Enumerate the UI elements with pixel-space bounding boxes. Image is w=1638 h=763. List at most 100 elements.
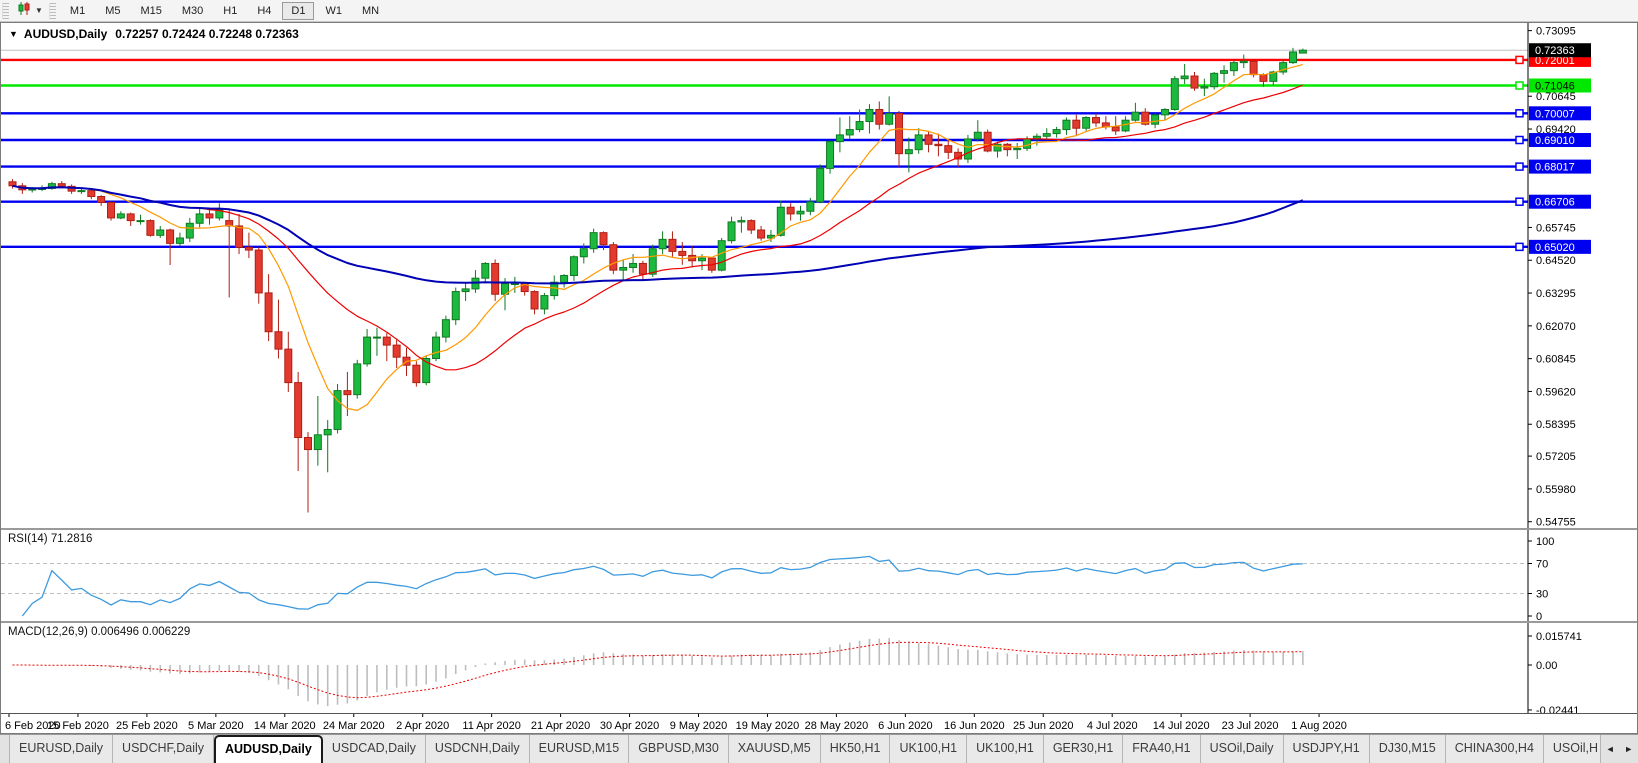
candle-body <box>1023 138 1032 149</box>
candle-body <box>983 131 992 152</box>
level-line-marker[interactable] <box>1515 197 1524 206</box>
chart-tab-uk100-h1[interactable]: UK100,H1 <box>967 735 1044 763</box>
chart-tab-bar: EURUSD,Daily USDCHF,Daily AUDUSD,Daily USDC… <box>0 734 1638 763</box>
level-price-label: 0.70007 <box>1535 108 1575 120</box>
candle-body <box>1259 74 1268 82</box>
timeframe-button-m1[interactable]: M1 <box>69 4 86 17</box>
chart-tab-eurusd-daily[interactable]: EURUSD,Daily <box>10 735 114 763</box>
level-line-marker[interactable] <box>1515 81 1524 90</box>
candle-body <box>806 201 815 212</box>
candle-body <box>678 250 687 256</box>
rsi-canvas[interactable]: 100 70 30 0 <box>1 530 1637 621</box>
candle-body <box>1289 51 1297 64</box>
timeframe-button-h4[interactable]: H4 <box>257 4 272 17</box>
macd-histogram <box>21 638 1304 707</box>
candle-body <box>77 190 86 193</box>
candle-body <box>1151 114 1160 125</box>
candle-body <box>264 292 273 333</box>
price-tick-label: 0.62070 <box>1536 321 1576 333</box>
candle-body <box>284 348 293 384</box>
chart-tab-dj30-m15[interactable]: DJ30,M15 <box>1369 735 1446 763</box>
chart-tab-fra40-h1[interactable]: FRA40,H1 <box>1123 735 1201 763</box>
chart-tab-usdcad-daily[interactable]: USDCAD,Daily <box>322 735 426 763</box>
date-tick-label: 11 Apr 2020 <box>462 720 521 732</box>
chart-tab-eurusd-m15[interactable]: EURUSD,M15 <box>529 735 630 763</box>
toolbar-grip[interactable] <box>2 2 9 19</box>
chart-tab-usdchf-daily[interactable]: USDCHF,Daily <box>113 735 214 763</box>
chart-tab-gbpusd-m30[interactable]: GBPUSD,M30 <box>629 735 729 763</box>
chart-tab-audusd-daily[interactable]: AUDUSD,Daily <box>214 735 323 763</box>
candle-body <box>451 291 460 321</box>
candle-body <box>560 275 569 283</box>
scroll-right-icon[interactable]: ► <box>1624 744 1634 754</box>
candle-body <box>1131 111 1140 121</box>
chart-tab-china300-h4[interactable]: CHINA300,H4 <box>1445 735 1544 763</box>
macd-signal-line <box>12 641 1303 699</box>
ohlc-values: 0.72257 0.72424 0.72248 0.72363 <box>115 27 299 41</box>
timeframe-button-d1[interactable]: D1 <box>282 1 315 20</box>
price-tick-label: 0.70645 <box>1536 91 1576 103</box>
timeframe-button-m30[interactable]: M30 <box>181 4 204 17</box>
date-tick-label: 6 Jun 2020 <box>878 720 932 732</box>
candle-body <box>648 248 657 275</box>
candle-body <box>432 336 441 360</box>
chart-tab-ger30-h1[interactable]: GER30,H1 <box>1043 735 1124 763</box>
scroll-left-icon[interactable]: ◄ <box>1605 744 1615 754</box>
date-tick-label: 1 Aug 2020 <box>1291 720 1347 732</box>
timeframe-button-m15[interactable]: M15 <box>140 4 162 17</box>
candle-body <box>195 213 204 224</box>
candle-body <box>215 209 224 219</box>
timeframe-button-h1[interactable]: H1 <box>223 4 238 17</box>
candle-body <box>294 382 303 438</box>
level-price-label: 0.71046 <box>1535 80 1575 92</box>
candle-body <box>993 143 1002 152</box>
candle-body <box>412 364 421 384</box>
chart-tab-xauusd-m5[interactable]: XAUUSD,M5 <box>728 735 821 763</box>
timeframe-button-m5[interactable]: M5 <box>105 4 121 17</box>
candle-body <box>589 232 598 250</box>
candle-body <box>47 183 56 189</box>
date-axis[interactable]: 6 Feb 2020 15 Feb 2020 25 Feb 2020 5 Mar 20… <box>1 713 1637 733</box>
macd-pane[interactable]: MACD(12,26,9) 0.006496 0.006229 0.015741… <box>1 621 1637 713</box>
date-tick-label: 9 May 2020 <box>670 720 727 732</box>
candle-body <box>254 249 263 294</box>
date-tick-label: 25 Jun 2020 <box>1013 720 1074 732</box>
rsi-pane[interactable]: RSI(14) 71.2816 100 70 30 0 <box>1 528 1637 621</box>
chart-tab-usoil-daily[interactable]: USOil,Daily <box>1200 735 1284 763</box>
date-tick-label: 28 May 2020 <box>805 720 869 732</box>
price-chart-canvas[interactable]: 0.730950.706450.694200.657450.645200.632… <box>1 23 1637 528</box>
timeframe-button-w1[interactable]: W1 <box>325 4 342 17</box>
price-axis-ticks[interactable]: 0.730950.706450.694200.657450.645200.632… <box>1528 26 1576 528</box>
macd-label: MACD(12,26,9) 0.006496 0.006229 <box>8 626 191 638</box>
candle-body <box>146 220 155 236</box>
toolbar-grip[interactable] <box>48 2 56 19</box>
candle-body <box>973 131 982 140</box>
chart-tab-uk100-h1[interactable]: UK100,H1 <box>890 735 968 763</box>
macd-canvas[interactable]: 0.015741 0.00 -0.02441 <box>1 623 1637 713</box>
timeframe-toolbar: ▼ M1 M5 M15 M30 H1 H4 D1 W1 MN <box>0 0 1638 22</box>
chart-tab-hk50-h1[interactable]: HK50,H1 <box>820 735 891 763</box>
candle-body <box>1013 147 1022 151</box>
timeframe-button-mn[interactable]: MN <box>361 4 380 17</box>
level-line-marker[interactable] <box>1515 55 1524 65</box>
chart-tab-usdjpy-h1[interactable]: USDJPY,H1 <box>1283 735 1370 763</box>
chart-tab-usoil-h[interactable]: USOil,H <box>1543 735 1600 763</box>
candle-body <box>1121 119 1130 132</box>
candle-body <box>422 358 431 384</box>
candle-body <box>491 262 500 295</box>
level-line-marker[interactable] <box>1515 242 1524 252</box>
chart-tab-usdcnh-daily[interactable]: USDCNH,Daily <box>425 735 530 763</box>
triangle-down-icon[interactable]: ▼ <box>9 29 18 39</box>
level-price-label: 0.68017 <box>1535 162 1575 174</box>
main-chart-pane[interactable]: ▼ AUDUSD,Daily 0.72257 0.72424 0.72248 0… <box>1 23 1637 528</box>
moving-average-20 <box>12 84 1304 371</box>
candle-body <box>461 288 470 293</box>
level-line-marker[interactable] <box>1515 109 1524 118</box>
level-line-marker[interactable] <box>1515 135 1524 145</box>
date-tick-label: 24 Mar 2020 <box>323 720 385 732</box>
candle-body <box>737 220 746 223</box>
level-line-marker[interactable] <box>1515 162 1524 171</box>
candle-body <box>727 221 736 242</box>
chart-type-button[interactable]: ▼ <box>13 0 47 22</box>
